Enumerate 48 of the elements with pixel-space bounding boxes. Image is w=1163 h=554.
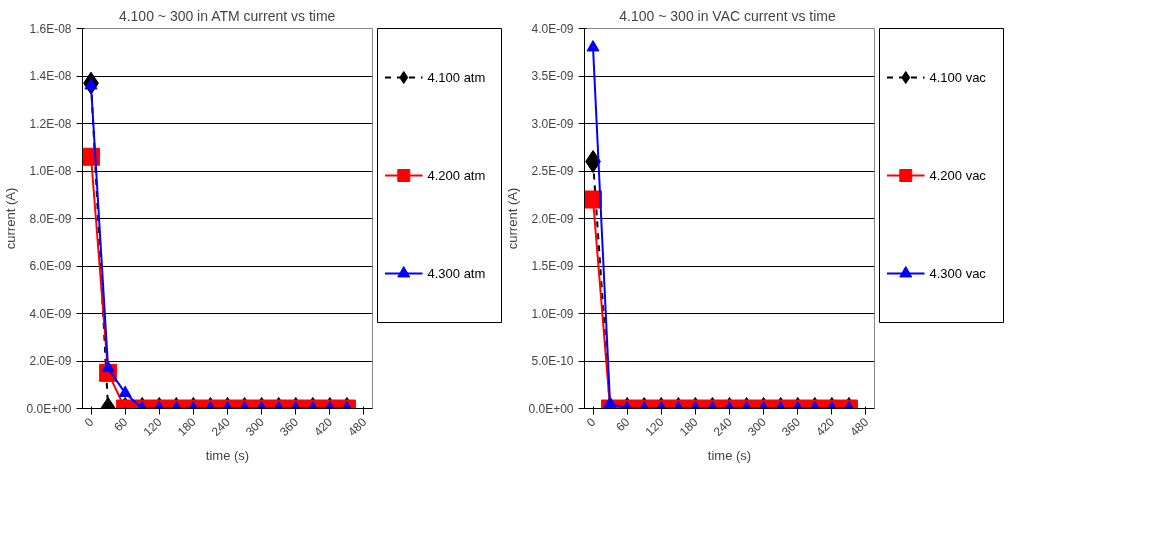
legend-label: 4.200 atm bbox=[427, 168, 486, 183]
x-axis-title: time (s) bbox=[707, 448, 752, 464]
x-axis-title: time (s) bbox=[205, 448, 250, 464]
x-tick-label: 240 bbox=[710, 414, 736, 439]
x-tick-label: 480 bbox=[847, 414, 872, 439]
y-tick-label: 1.6E-08 bbox=[29, 21, 72, 36]
y-tick-label: 6.0E-09 bbox=[29, 259, 72, 273]
y-tick-label: 1.5E-09 bbox=[531, 259, 574, 273]
legend-label: 4.300 atm bbox=[427, 266, 486, 281]
x-tick-label: 0 bbox=[583, 414, 599, 430]
legend-label: 4.300 vac bbox=[929, 266, 987, 281]
y-tick-label: 0.0E+00 bbox=[26, 401, 72, 416]
y-tick-label: 1.2E-08 bbox=[29, 116, 72, 131]
x-tick-label: 60 bbox=[111, 414, 131, 435]
x-tick-label: 300 bbox=[242, 414, 268, 439]
y-tick-label: 0.0E+00 bbox=[528, 401, 574, 416]
y-tick-label: 2.5E-09 bbox=[531, 164, 574, 178]
y-tick-label: 3.5E-09 bbox=[531, 69, 574, 83]
y-tick-label: 4.0E-09 bbox=[29, 306, 72, 321]
x-tick-label: 180 bbox=[174, 414, 199, 439]
x-tick-label: 360 bbox=[276, 414, 302, 439]
x-tick-label: 60 bbox=[613, 414, 633, 435]
x-tick-label: 120 bbox=[140, 414, 165, 439]
legend-label: 4.100 atm bbox=[427, 70, 486, 85]
x-tick-label: 420 bbox=[813, 414, 838, 439]
x-tick-label: 300 bbox=[744, 414, 770, 439]
legend-label: 4.100 vac bbox=[929, 70, 987, 85]
x-tick-label: 360 bbox=[778, 414, 804, 439]
x-tick-label: 180 bbox=[676, 414, 701, 439]
y-tick-label: 1.0E-08 bbox=[29, 164, 72, 178]
y-tick-label: 2.0E-09 bbox=[531, 211, 574, 226]
y-tick-label: 8.0E-09 bbox=[29, 211, 72, 226]
y-axis-title: current (A) bbox=[505, 187, 521, 250]
x-tick-label: 120 bbox=[642, 414, 667, 439]
y-tick-label: 5.0E-10 bbox=[531, 354, 574, 368]
y-tick-label: 3.0E-09 bbox=[531, 116, 574, 131]
x-tick-label: 0 bbox=[81, 414, 97, 430]
y-tick-label: 4.0E-09 bbox=[531, 21, 574, 36]
y-axis-title: current (A) bbox=[3, 187, 19, 250]
x-tick-label: 420 bbox=[311, 414, 336, 439]
legend-label: 4.200 vac bbox=[929, 168, 987, 183]
x-tick-label: 240 bbox=[208, 414, 234, 439]
y-tick-label: 1.4E-08 bbox=[29, 69, 72, 83]
chart-title: 4.100 ~ 300 in ATM current vs time bbox=[118, 7, 336, 24]
y-tick-label: 1.0E-09 bbox=[531, 306, 574, 321]
chart-title: 4.100 ~ 300 in VAC current vs time bbox=[619, 7, 836, 24]
x-tick-label: 480 bbox=[345, 414, 370, 439]
y-tick-label: 2.0E-09 bbox=[29, 354, 72, 368]
